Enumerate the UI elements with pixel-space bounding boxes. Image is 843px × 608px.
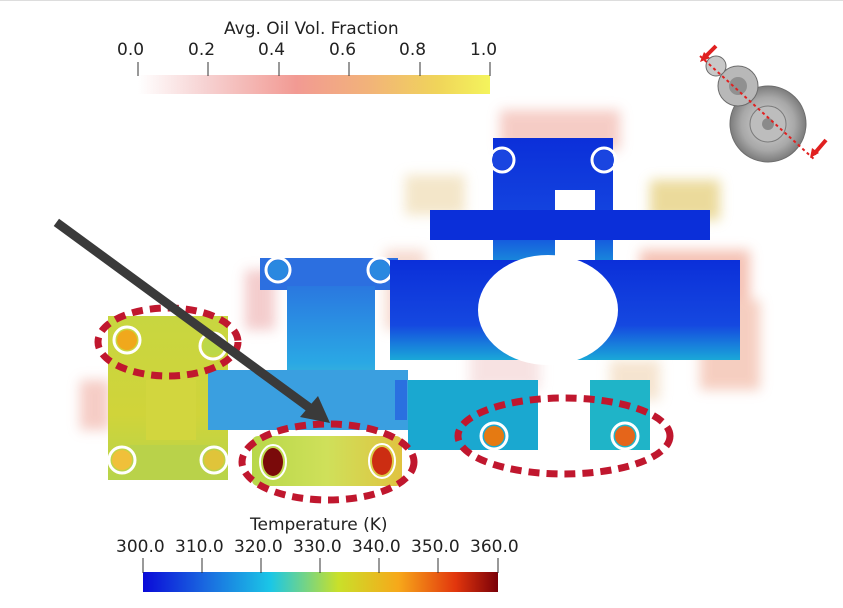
temperature-tick-label: 350.0	[411, 537, 460, 557]
temperature-tick-label: 310.0	[175, 537, 224, 557]
section-line	[699, 55, 816, 161]
temperature-colorbar-gradient	[143, 572, 498, 592]
temperature-tick-label: 330.0	[293, 537, 342, 557]
oil-tick-label: 0.0	[117, 40, 145, 60]
pointer-arrow	[53, 218, 330, 423]
oil-tick-label: 0.6	[329, 40, 357, 60]
temperature-tick-label: 340.0	[352, 537, 401, 557]
temperature-colorbar	[142, 558, 499, 592]
bottom-bearing	[252, 436, 402, 486]
oil-colorbar-title: Avg. Oil Vol. Fraction	[224, 19, 399, 39]
oil-tick-label: 0.8	[399, 40, 427, 60]
temperature-colorbar-tick-marks	[142, 558, 499, 573]
temperature-tick-label: 360.0	[470, 537, 519, 557]
oil-tick-label: 0.2	[188, 40, 216, 60]
highlight-ellipse-bottom	[238, 420, 418, 504]
oil-tick-label: 0.4	[258, 40, 286, 60]
oil-colorbar-tick-marks	[137, 62, 491, 76]
highlight-ellipse-right	[454, 394, 674, 478]
right-component	[390, 138, 740, 451]
oil-tick-label: 1.0	[470, 40, 498, 60]
temperature-tick-label: 300.0	[116, 537, 165, 557]
temperature-colorbar-title: Temperature (K)	[250, 515, 388, 535]
oil-colorbar	[137, 62, 491, 94]
temperature-tick-label: 320.0	[234, 537, 283, 557]
gear-housing-thumbnail	[699, 44, 828, 163]
oil-colorbar-gradient	[138, 75, 490, 94]
